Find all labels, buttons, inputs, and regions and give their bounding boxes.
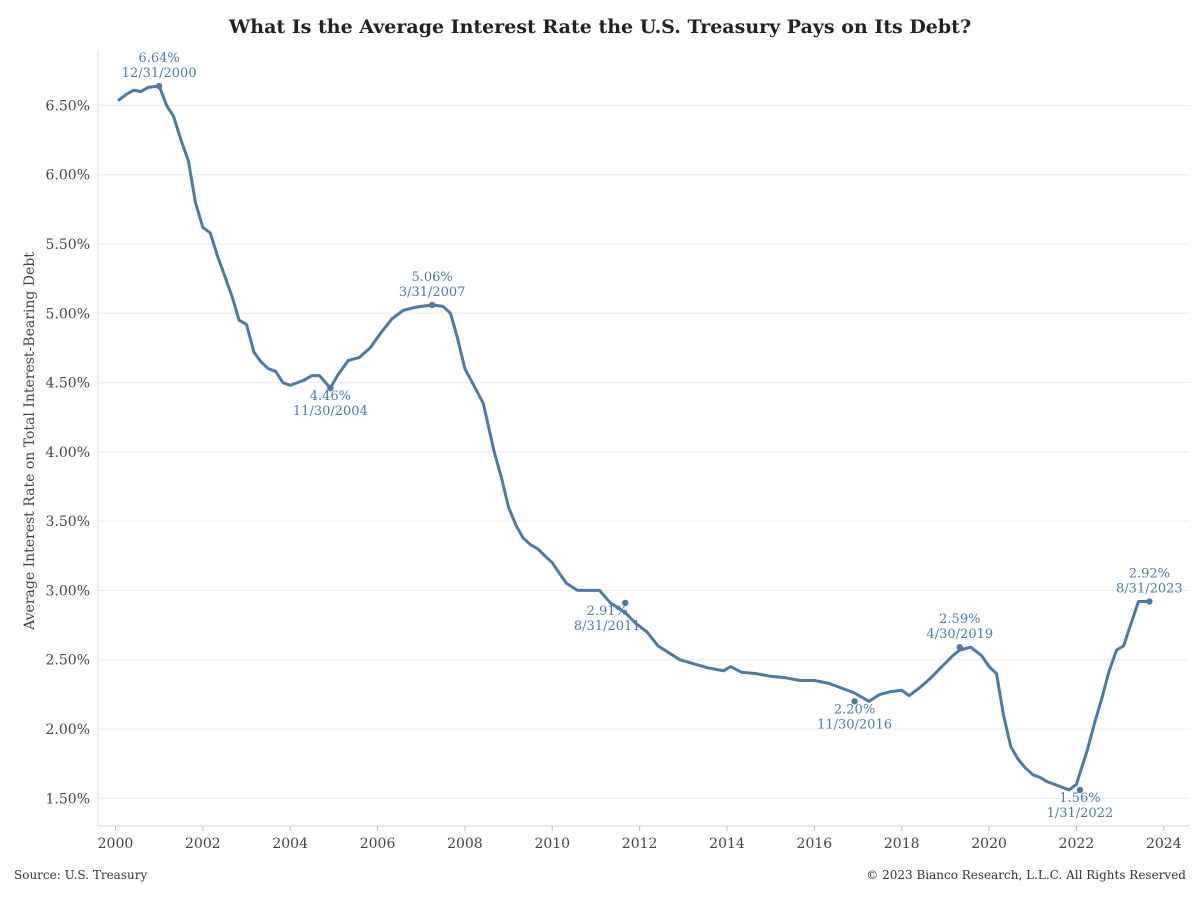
gridlines — [98, 104, 1190, 799]
x-tick-label: 2022 — [1059, 836, 1095, 852]
y-tick-label: 1.50% — [46, 791, 90, 807]
y-tick-label: 3.00% — [46, 583, 90, 599]
x-tick-label: 2020 — [971, 836, 1007, 852]
chart-title: What Is the Average Interest Rate the U.… — [228, 16, 972, 38]
x-tick-label: 2014 — [709, 836, 745, 852]
annotation-marker — [428, 301, 436, 309]
annotation-marker — [327, 384, 334, 392]
annotation-date: 11/30/2016 — [817, 717, 892, 732]
x-tick-label: 2016 — [797, 836, 833, 852]
annotation-date: 3/31/2007 — [399, 285, 466, 300]
y-tick-label: 2.00% — [46, 722, 90, 738]
annotation-date: 8/31/2023 — [1116, 582, 1183, 597]
x-tick-label: 2002 — [185, 836, 221, 852]
annotation-marker — [1076, 786, 1084, 794]
source-note: Source: U.S. Treasury — [14, 868, 148, 882]
annotation-date: 11/30/2004 — [293, 404, 368, 419]
y-tick-label: 2.50% — [46, 653, 90, 669]
x-tick-label: 2006 — [360, 836, 396, 852]
annotations: 6.64%12/31/2000 4.46%11/30/2004 5.06%3/31/… — [122, 51, 1183, 821]
y-tick-label: 4.50% — [46, 376, 90, 392]
x-tick-label: 2004 — [272, 836, 308, 852]
annotation-value: 6.64% — [138, 51, 179, 66]
annotation-marker — [1146, 598, 1153, 605]
annotation-date: 8/31/2011 — [574, 619, 641, 634]
series-layer — [117, 84, 1151, 792]
annotation-date: 1/31/2022 — [1047, 806, 1114, 821]
x-tick-label: 2018 — [884, 836, 920, 852]
annotation-value: 5.06% — [411, 270, 452, 285]
x-tick-label: 2008 — [447, 836, 483, 852]
annotation-marker — [622, 599, 629, 607]
annotation-marker — [155, 82, 163, 90]
y-tick-label: 4.00% — [46, 445, 90, 461]
annotation-value: 2.91% — [587, 604, 628, 619]
annotation-value: 2.20% — [834, 702, 875, 717]
annotation-value: 1.56% — [1059, 791, 1100, 806]
axes: 1.50% 2.00% 2.50% 3.00% 3.50% 4.00% 4.50% 5.00%… — [46, 50, 1190, 852]
y-tick-label: 3.50% — [46, 514, 90, 530]
x-tick-label: 2010 — [534, 836, 570, 852]
annotation-value: 4.46% — [310, 389, 351, 404]
series-line — [117, 84, 1151, 792]
y-tick-label: 6.00% — [46, 168, 90, 184]
annotation-marker — [956, 644, 964, 651]
x-tick-label: 2024 — [1146, 836, 1182, 852]
y-tick-label: 5.00% — [46, 306, 90, 322]
annotation-value: 2.92% — [1129, 567, 1170, 582]
copyright-note: © 2023 Bianco Research, L.L.C. All Right… — [866, 868, 1186, 882]
x-tick-label: 2012 — [622, 836, 658, 852]
x-tick-label: 2000 — [98, 836, 134, 852]
y-tick-label: 5.50% — [46, 237, 90, 253]
y-axis-label: Average Interest Rate on Total Interest-… — [22, 252, 38, 631]
annotation-marker — [851, 698, 858, 705]
annotation-value: 2.59% — [939, 612, 980, 627]
y-tick-label: 6.50% — [46, 98, 90, 114]
annotation-date: 4/30/2019 — [926, 627, 993, 642]
annotation-date: 12/31/2000 — [122, 66, 197, 81]
